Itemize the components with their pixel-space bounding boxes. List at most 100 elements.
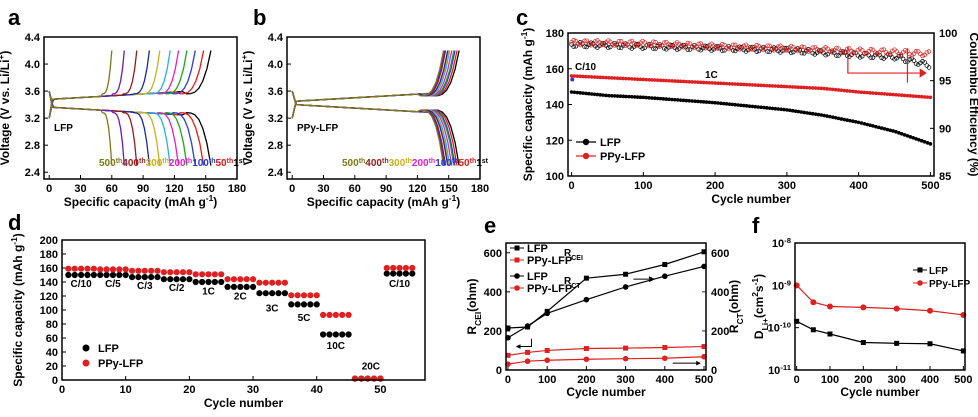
impedance-point [701, 344, 707, 350]
legend-marker [82, 344, 90, 352]
capacity-point [842, 88, 847, 93]
capacity-point [719, 101, 723, 106]
ce-point [773, 46, 779, 52]
y2-tick-label: 100 [939, 28, 957, 40]
ce-point [608, 39, 613, 45]
panel-c: c 100 120 140 160 180 85 90 95 100 0 100 200 300 400 50… [516, 5, 978, 206]
capacity-point [609, 93, 614, 98]
capacity-point [764, 83, 769, 88]
capacity-point [630, 77, 634, 81]
discharge-curve-500 [291, 90, 445, 166]
capacity-point [644, 95, 649, 100]
charge-curve-500 [291, 50, 445, 119]
ce-point [799, 50, 805, 56]
capacity-point [581, 91, 585, 95]
rate-point [307, 301, 314, 308]
impedance-point [524, 323, 531, 329]
y-tick-label: 40 [46, 347, 58, 359]
capacity-point [767, 106, 772, 110]
ce-point [806, 49, 811, 54]
x-tick-label: 0 [569, 180, 575, 192]
ce-point [653, 39, 658, 45]
y-tick-label: 2.8 [268, 140, 283, 152]
y-tick-label: 20 [46, 361, 58, 373]
capacity-point [661, 78, 666, 83]
rate-point [243, 283, 250, 290]
rate-point [116, 271, 123, 279]
y-axis-label: Voltage (V vs. Li/Li+) [239, 51, 255, 166]
capacity-point [833, 115, 838, 120]
ce-point [827, 49, 833, 54]
x-tick-label: 0 [289, 183, 295, 195]
y-tick-label: 3.2 [268, 113, 283, 125]
capacity-point [721, 81, 726, 86]
capacity-point [739, 82, 743, 87]
charge-curve-250 [291, 50, 451, 119]
y-tick-label: 3.6 [25, 86, 40, 98]
y-tick-label: 10-9 [772, 278, 791, 293]
x-tick-label: 300 [616, 374, 634, 386]
x-tick-label: 200 [706, 180, 724, 192]
ce-point [640, 46, 645, 51]
ce-point [722, 42, 727, 48]
rate-point [396, 270, 403, 277]
capacity-point [813, 112, 818, 116]
capacity-point [822, 86, 826, 91]
ce-point [765, 49, 770, 54]
capacity-point [914, 137, 918, 141]
x-tick-label: 0 [794, 374, 800, 386]
x-tick-label: 30 [247, 384, 259, 396]
capacity-point [673, 79, 677, 83]
capacity-point [874, 124, 878, 129]
rate-point [237, 276, 244, 283]
x-axis-label: Cycle number [711, 192, 791, 206]
capacity-point [704, 100, 709, 104]
charge-curve-450 [291, 50, 446, 119]
y2-tick-label: 85 [939, 171, 951, 183]
capacity-point [753, 83, 758, 87]
rate-label: C/3 [137, 281, 153, 292]
ce-point [623, 43, 628, 48]
capacity-point [696, 99, 700, 104]
capacity-point [851, 89, 855, 94]
y-tick-label: 400 [484, 287, 502, 299]
legend-marker [514, 273, 520, 279]
capacity-point [825, 114, 829, 118]
rate-point [211, 278, 218, 286]
legend-label: LFP [527, 243, 548, 255]
capacity-point [822, 113, 826, 118]
capacity-point [802, 85, 806, 90]
rate-label: C/10 [71, 279, 93, 290]
legend-label: LFP [600, 137, 621, 149]
ce-point [842, 50, 848, 56]
capacity-point [724, 102, 729, 106]
capacity-point [819, 113, 824, 117]
rate-point [275, 279, 282, 286]
capacity-point [853, 120, 858, 124]
rate-point [402, 264, 409, 272]
capacity-point [871, 124, 875, 128]
capacity-point [572, 90, 577, 95]
ce-point [924, 50, 930, 55]
capacity-point [569, 74, 574, 78]
capacity-point [905, 93, 910, 98]
ce-point [642, 45, 648, 51]
ce-point [571, 44, 576, 49]
y-tick-label: 10-10 [768, 320, 791, 335]
capacity-point [592, 75, 597, 79]
x-tick-label: 0 [59, 384, 65, 396]
capacity-point [635, 95, 640, 99]
arrowhead-right-2 [696, 360, 701, 366]
capacity-point [911, 94, 915, 98]
rate-point [339, 311, 346, 318]
capacity-point [782, 107, 786, 112]
x-tick-label: 90 [380, 183, 392, 195]
impedance-point [505, 352, 511, 358]
capacity-point [698, 80, 703, 85]
y-tick-label: 200 [40, 235, 58, 247]
capacity-point [922, 95, 927, 99]
capacity-point [856, 120, 861, 125]
legend-marker [917, 267, 923, 273]
capacity-point [730, 82, 735, 86]
rate-point [243, 276, 250, 283]
